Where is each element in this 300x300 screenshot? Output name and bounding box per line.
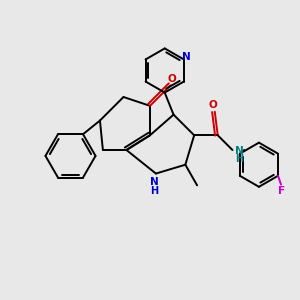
Text: N: N	[182, 52, 191, 61]
Text: O: O	[168, 74, 176, 84]
Text: N: N	[235, 146, 243, 157]
Text: O: O	[209, 100, 218, 110]
Text: H: H	[235, 154, 243, 164]
Text: H: H	[150, 186, 158, 196]
Text: F: F	[278, 186, 285, 196]
Text: N: N	[150, 177, 159, 188]
